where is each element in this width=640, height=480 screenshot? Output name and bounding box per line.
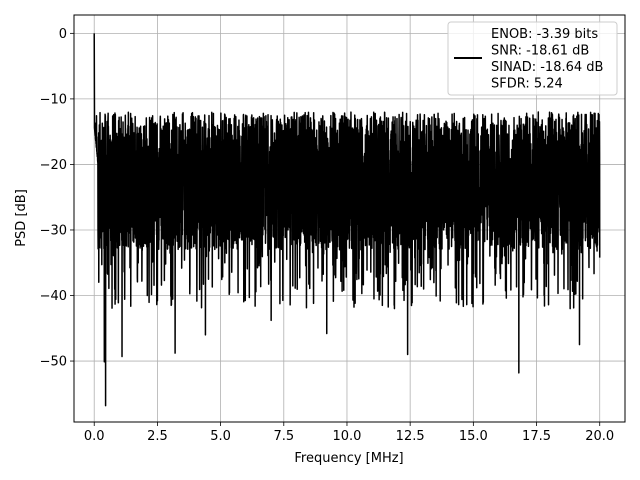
y-axis-ticks: 0 −10 −20 −30 −40 −50 xyxy=(40,27,74,370)
x-tick-label: 5.0 xyxy=(210,429,231,444)
legend-line-4: SFDR: 5.24 xyxy=(491,77,563,92)
x-axis-label: Frequency [MHz] xyxy=(294,451,403,466)
x-tick-label: 7.5 xyxy=(273,429,294,444)
x-tick-label: 15.0 xyxy=(459,429,488,444)
x-tick-label: 12.5 xyxy=(396,429,425,444)
x-tick-label: 17.5 xyxy=(522,429,551,444)
legend-line-3: SINAD: -18.64 dB xyxy=(491,60,603,75)
legend-line-1: ENOB: -3.39 bits xyxy=(491,27,598,42)
y-tick-label: 0 xyxy=(59,27,67,42)
y-tick-label: −30 xyxy=(40,223,67,238)
series-group xyxy=(93,33,601,407)
x-axis-ticks: 0.0 2.5 5.0 7.5 10.0 12.5 15.0 17.5 20.0 xyxy=(84,422,614,444)
y-tick-label: −40 xyxy=(40,289,67,304)
legend-box xyxy=(447,21,618,96)
y-tick-label: −10 xyxy=(40,92,67,107)
x-tick-label: 0.0 xyxy=(84,429,105,444)
y-tick-label: −20 xyxy=(40,158,67,173)
plot-frame xyxy=(73,14,626,423)
legend: ENOB: -3.39 bits SNR: -18.61 dB SINAD: -… xyxy=(447,21,618,96)
x-tick-label: 10.0 xyxy=(332,429,361,444)
y-tick-label: −50 xyxy=(40,355,67,370)
x-tick-label: 20.0 xyxy=(585,429,614,444)
x-tick-label: 2.5 xyxy=(147,429,168,444)
psd-series-line xyxy=(93,33,601,407)
legend-line-2: SNR: -18.61 dB xyxy=(491,44,589,59)
y-axis-label: PSD [dB] xyxy=(14,189,29,247)
